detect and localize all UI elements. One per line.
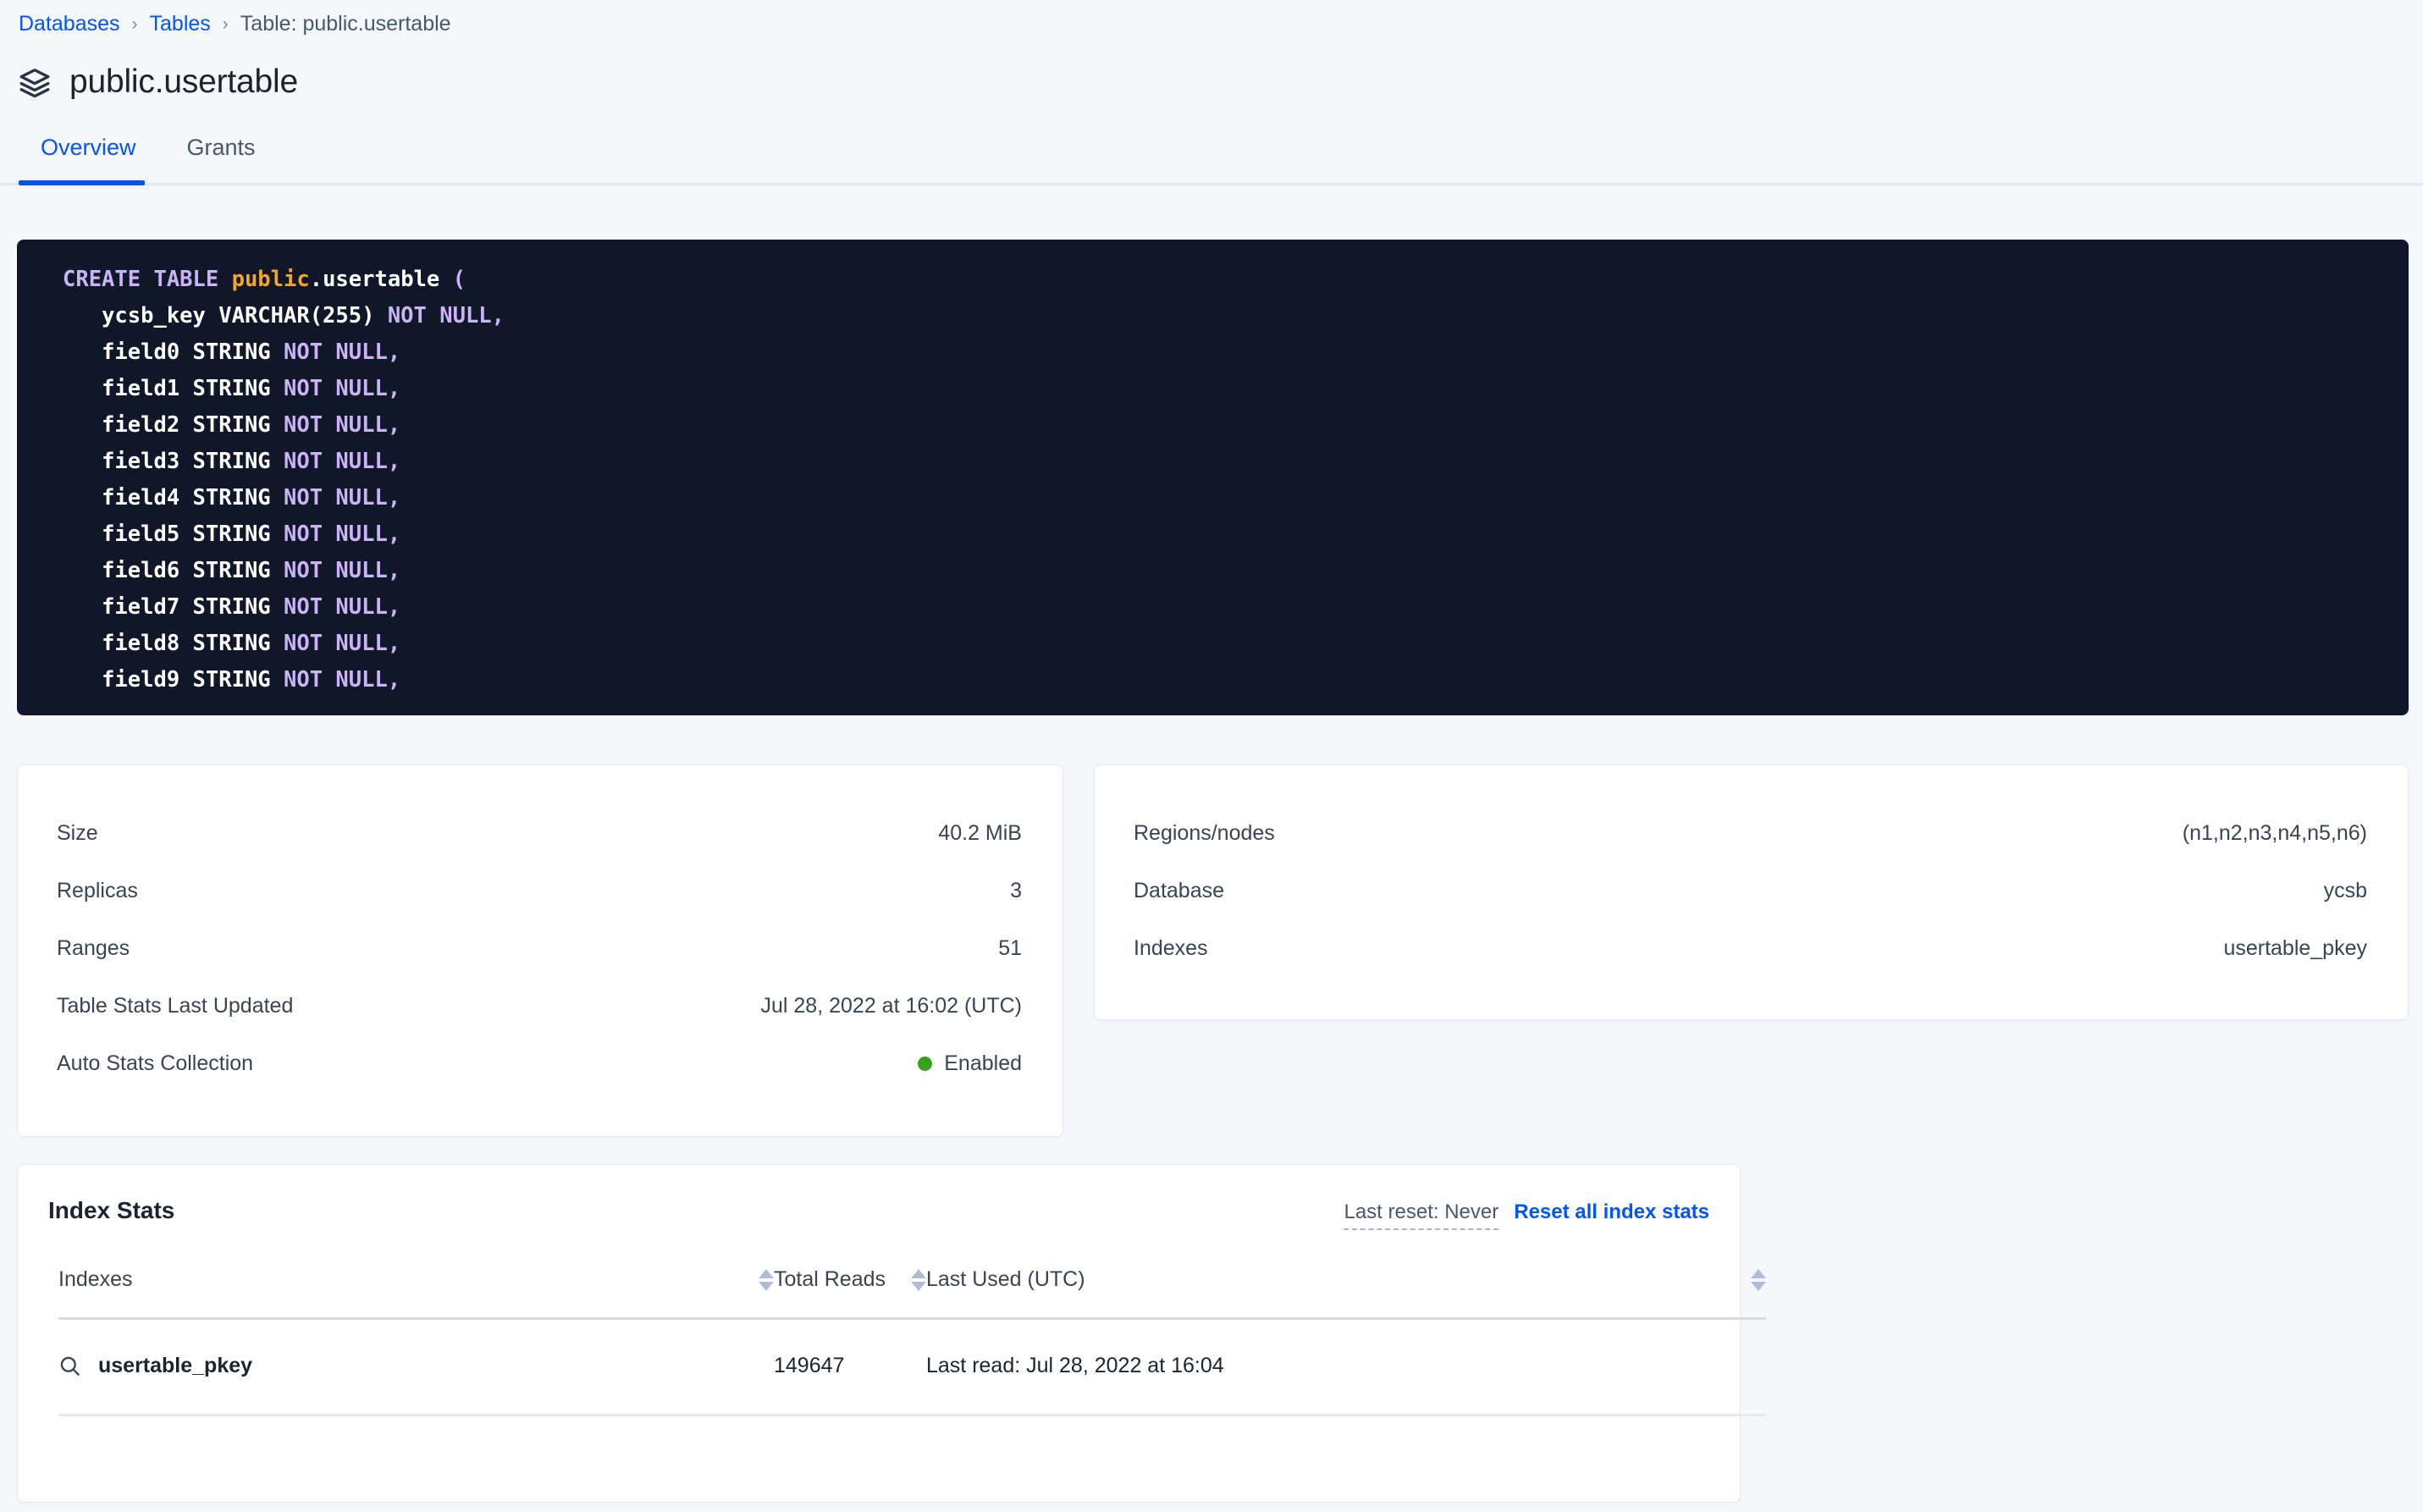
sql-schema-name: public (231, 267, 310, 292)
table-details-card-right: Regions/nodes (n1,n2,n3,n4,n5,n6) Databa… (1094, 764, 2409, 1020)
cell-last-used: Last read: Jul 28, 2022 at 16:04 (926, 1318, 1766, 1416)
status-text: Enabled (944, 1051, 1022, 1075)
stat-list-left: Size 40.2 MiB Replicas 3 Ranges 51 Table… (18, 765, 1062, 1092)
stat-row-size: Size 40.2 MiB (57, 804, 1022, 862)
sort-descending-icon (911, 1281, 926, 1291)
breadcrumb-separator-icon: › (222, 14, 229, 34)
page-title: public.usertable (69, 63, 298, 100)
column-header-total-reads[interactable]: Total Reads (774, 1267, 926, 1320)
sql-code: CREATE TABLE public.usertable ( ycsb_key… (17, 262, 2409, 698)
stat-value-size: 40.2 MiB (938, 820, 1022, 845)
stat-value-table-stats-last-updated: Jul 28, 2022 at 16:02 (UTC) (760, 993, 1023, 1018)
stat-value-indexes: usertable_pkey (2223, 935, 2367, 960)
sql-dot: . (309, 267, 323, 292)
stat-label-indexes: Indexes (1134, 935, 1208, 960)
stat-label-regions-nodes: Regions/nodes (1134, 820, 1275, 845)
index-stats-table: Indexes Total Reads (58, 1267, 1766, 1416)
stat-value-regions-nodes: (n1,n2,n3,n4,n5,n6) (2182, 820, 2367, 845)
sort-ascending-icon (911, 1268, 926, 1278)
sql-keyword-create-table: CREATE TABLE (63, 267, 232, 292)
stat-label-size: Size (57, 820, 98, 845)
stat-list-right: Regions/nodes (n1,n2,n3,n4,n5,n6) Databa… (1095, 765, 2408, 977)
column-header-total-reads-label: Total Reads (774, 1267, 886, 1291)
status-dot-icon (918, 1056, 933, 1071)
index-name-link[interactable]: usertable_pkey (98, 1354, 253, 1377)
stat-row-ranges: Ranges 51 (57, 919, 1022, 977)
stat-row-database: Database ycsb (1134, 862, 2367, 919)
status-badge: Enabled (918, 1051, 1022, 1076)
column-header-indexes-label: Indexes (58, 1267, 133, 1291)
reset-all-index-stats-button[interactable]: Reset all index stats (1514, 1200, 1709, 1223)
sort-toggle-total-reads-icon[interactable] (911, 1268, 926, 1291)
tab-bar: Overview Grants (0, 126, 2423, 185)
stat-row-table-stats-last-updated: Table Stats Last Updated Jul 28, 2022 at… (57, 977, 1022, 1035)
index-stats-title: Index Stats (48, 1197, 175, 1223)
breadcrumb-item-tables[interactable]: Tables (149, 12, 211, 36)
column-header-last-used-label: Last Used (UTC) (926, 1267, 1085, 1291)
stat-row-indexes: Indexes usertable_pkey (1134, 919, 2367, 977)
tab-grants[interactable]: Grants (186, 135, 256, 160)
sql-column-definitions: ycsb_key VARCHAR(255) NOT NULL, field0 S… (102, 303, 505, 693)
sort-toggle-last-used-icon[interactable] (1751, 1268, 1766, 1291)
stat-label-replicas: Replicas (57, 878, 138, 902)
stat-value-database: ycsb (2323, 878, 2367, 902)
table-header-row: Indexes Total Reads (58, 1267, 1766, 1320)
layers-icon (19, 66, 51, 98)
breadcrumb-item-current: Table: public.usertable (240, 12, 451, 36)
sort-ascending-icon (759, 1268, 774, 1278)
cell-total-reads: 149647 (774, 1318, 926, 1416)
index-stats-header: Index Stats Last reset: Never Reset all … (18, 1165, 1740, 1230)
index-stats-card: Index Stats Last reset: Never Reset all … (17, 1164, 1766, 1503)
column-header-last-used[interactable]: Last Used (UTC) (926, 1267, 1766, 1320)
sort-descending-icon (759, 1281, 774, 1291)
stat-row-replicas: Replicas 3 (57, 862, 1022, 919)
last-reset-label: Last reset: Never (1344, 1200, 1499, 1230)
stat-row-auto-stats-collection: Auto Stats Collection Enabled (57, 1035, 1022, 1092)
sort-ascending-icon (1751, 1268, 1766, 1278)
page-header: public.usertable (0, 35, 2423, 101)
breadcrumb-item-databases[interactable]: Databases (19, 12, 120, 36)
stat-label-auto-stats-collection: Auto Stats Collection (57, 1051, 254, 1075)
sql-open-paren: ( (439, 267, 466, 292)
create-table-statement-panel: CREATE TABLE public.usertable ( ycsb_key… (17, 240, 2409, 715)
sort-toggle-indexes-icon[interactable] (759, 1268, 774, 1291)
tab-overview[interactable]: Overview (19, 126, 165, 185)
breadcrumb: Databases › Tables › Table: public.usert… (0, 0, 2423, 35)
cell-index-name: usertable_pkey (58, 1318, 774, 1416)
index-stats-actions: Last reset: Never Reset all index stats (1344, 1197, 1709, 1230)
column-header-indexes[interactable]: Indexes (58, 1267, 774, 1320)
stat-row-regions-nodes: Regions/nodes (n1,n2,n3,n4,n5,n6) (1134, 804, 2367, 862)
breadcrumb-separator-icon: › (131, 14, 138, 34)
sql-table-name: usertable (323, 267, 440, 292)
table-row[interactable]: usertable_pkey 149647 Last read: Jul 28,… (58, 1318, 1766, 1416)
stat-label-ranges: Ranges (57, 935, 130, 960)
table-details-card-left: Size 40.2 MiB Replicas 3 Ranges 51 Table… (17, 764, 1063, 1137)
search-icon[interactable] (58, 1355, 81, 1377)
stat-label-table-stats-last-updated: Table Stats Last Updated (57, 993, 294, 1018)
stat-label-database: Database (1134, 878, 1225, 902)
stat-value-ranges: 51 (998, 935, 1022, 960)
stat-value-replicas: 3 (1010, 878, 1022, 902)
sort-descending-icon (1751, 1281, 1766, 1291)
